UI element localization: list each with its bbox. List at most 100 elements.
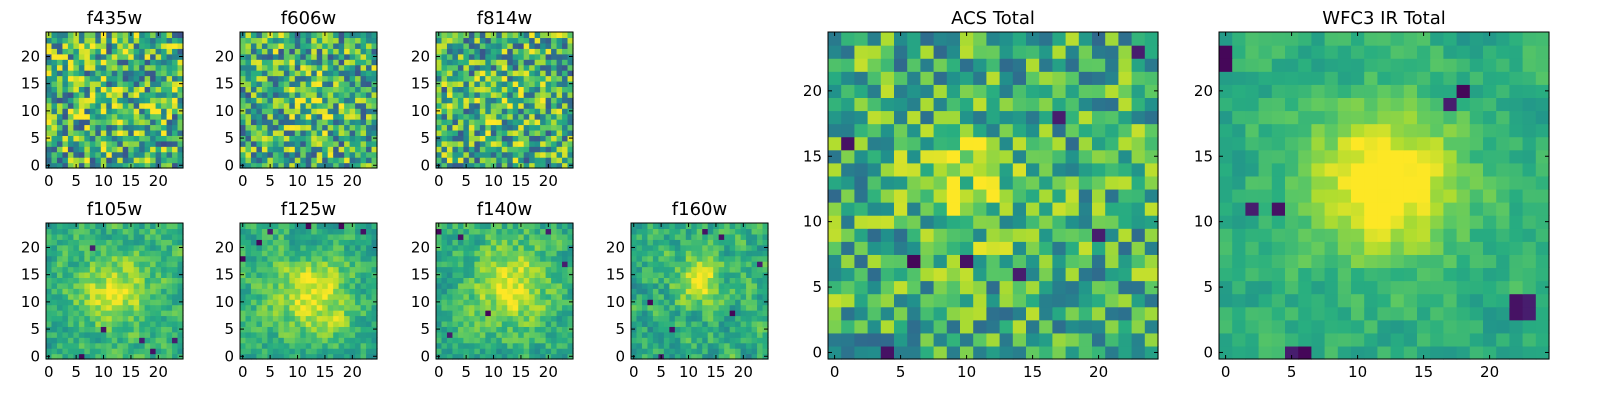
heatmap-cell — [139, 37, 146, 44]
heatmap-cell — [78, 86, 85, 93]
heatmap-cell — [562, 244, 569, 251]
heatmap-cell — [150, 255, 157, 262]
heatmap-cell — [485, 342, 492, 349]
heatmap-cell — [540, 353, 547, 360]
heatmap-cell — [986, 162, 1001, 177]
heatmap-cell — [518, 288, 525, 295]
heatmap-cell — [172, 299, 179, 306]
heatmap-cell — [1065, 254, 1080, 269]
heatmap-cell — [322, 233, 329, 240]
heatmap-cell — [300, 108, 307, 115]
heatmap-cell — [177, 129, 184, 136]
heatmap-cell — [474, 342, 481, 349]
heatmap-cell — [946, 319, 961, 334]
heatmap-cell — [490, 91, 497, 98]
heatmap-cell — [735, 315, 742, 322]
heatmap-cell — [757, 342, 764, 349]
heatmap-cell — [496, 119, 503, 126]
heatmap-cell — [485, 223, 492, 230]
heatmap-cell — [267, 304, 274, 311]
heatmap-cell — [854, 149, 869, 164]
heatmap-cell — [1039, 188, 1053, 203]
heatmap-cell — [636, 331, 643, 338]
heatmap-cell — [518, 320, 525, 327]
x-tick-label: 5 — [461, 363, 471, 381]
heatmap-cell — [311, 228, 318, 235]
heatmap-cell — [507, 288, 514, 295]
heatmap-cell — [479, 271, 486, 278]
heatmap-cell — [333, 348, 340, 355]
heatmap-cell — [652, 250, 659, 257]
heatmap-cell — [311, 146, 318, 153]
heatmap-cell — [485, 228, 492, 235]
heatmap-cell — [78, 239, 85, 246]
heatmap-cell — [1105, 215, 1119, 229]
heatmap-cell — [338, 244, 345, 251]
heatmap-cell — [111, 37, 118, 44]
heatmap-cell — [366, 42, 373, 49]
heatmap-cell — [523, 124, 530, 131]
heatmap-cell — [150, 129, 157, 136]
heatmap-cell — [696, 293, 703, 300]
heatmap-cell — [128, 304, 135, 311]
heatmap-cell — [333, 293, 340, 300]
heatmap-cell — [567, 342, 574, 349]
heatmap-cell — [960, 306, 974, 321]
heatmap-cell — [529, 315, 536, 322]
heatmap-cell — [674, 282, 681, 289]
heatmap-cell — [62, 37, 69, 44]
heatmap-cell — [685, 277, 692, 284]
heatmap-cell — [267, 86, 274, 93]
heatmap-cell — [89, 124, 96, 131]
heatmap-cell — [551, 42, 558, 49]
heatmap-cell — [256, 37, 263, 44]
heatmap-cell — [468, 162, 475, 169]
heatmap-cell — [446, 91, 454, 98]
heatmap-cell — [267, 146, 274, 153]
heatmap-cell — [355, 53, 362, 60]
heatmap-cell — [305, 293, 312, 300]
heatmap-cell — [718, 353, 725, 360]
heatmap-cell — [128, 135, 135, 142]
heatmap-cell — [289, 75, 296, 82]
heatmap-cell — [133, 64, 140, 71]
heatmap-cell — [457, 124, 464, 131]
heatmap-cell — [177, 37, 184, 44]
heatmap-cell — [278, 299, 285, 306]
heatmap-cell — [556, 86, 563, 93]
heatmap-cell — [452, 299, 459, 306]
heatmap-cell — [366, 266, 373, 273]
heatmap-cell — [485, 282, 492, 289]
heatmap-cell — [283, 135, 290, 142]
heatmap-cell — [680, 277, 687, 284]
heatmap-cell — [56, 239, 64, 246]
heatmap-cell — [551, 162, 558, 169]
heatmap-cell — [446, 320, 454, 327]
heatmap-cell — [360, 108, 367, 115]
heatmap-cell — [117, 53, 124, 60]
heatmap-cell — [436, 228, 443, 235]
heatmap-cell — [496, 310, 503, 317]
heatmap-cell — [355, 32, 362, 39]
heatmap-cell — [245, 326, 252, 333]
heatmap-cell — [122, 140, 129, 147]
heatmap-cell — [172, 310, 179, 317]
heatmap-cell — [490, 271, 497, 278]
heatmap-cell — [518, 70, 525, 77]
heatmap-cell — [278, 310, 285, 317]
heatmap-cell — [67, 42, 74, 49]
heatmap-cell — [155, 228, 162, 235]
heatmap-cell — [322, 326, 329, 333]
heatmap-cell — [111, 250, 118, 257]
heatmap-cell — [95, 326, 102, 333]
heatmap-cell — [161, 310, 168, 317]
heatmap-cell — [490, 80, 497, 87]
heatmap-cell — [289, 97, 296, 104]
heatmap-cell — [294, 135, 301, 142]
heatmap-cell — [636, 277, 643, 284]
heatmap-cell — [305, 266, 312, 273]
heatmap-cell — [289, 70, 296, 77]
heatmap-cell — [691, 223, 698, 230]
heatmap-cell — [272, 80, 279, 87]
heatmap-cell — [894, 175, 908, 190]
